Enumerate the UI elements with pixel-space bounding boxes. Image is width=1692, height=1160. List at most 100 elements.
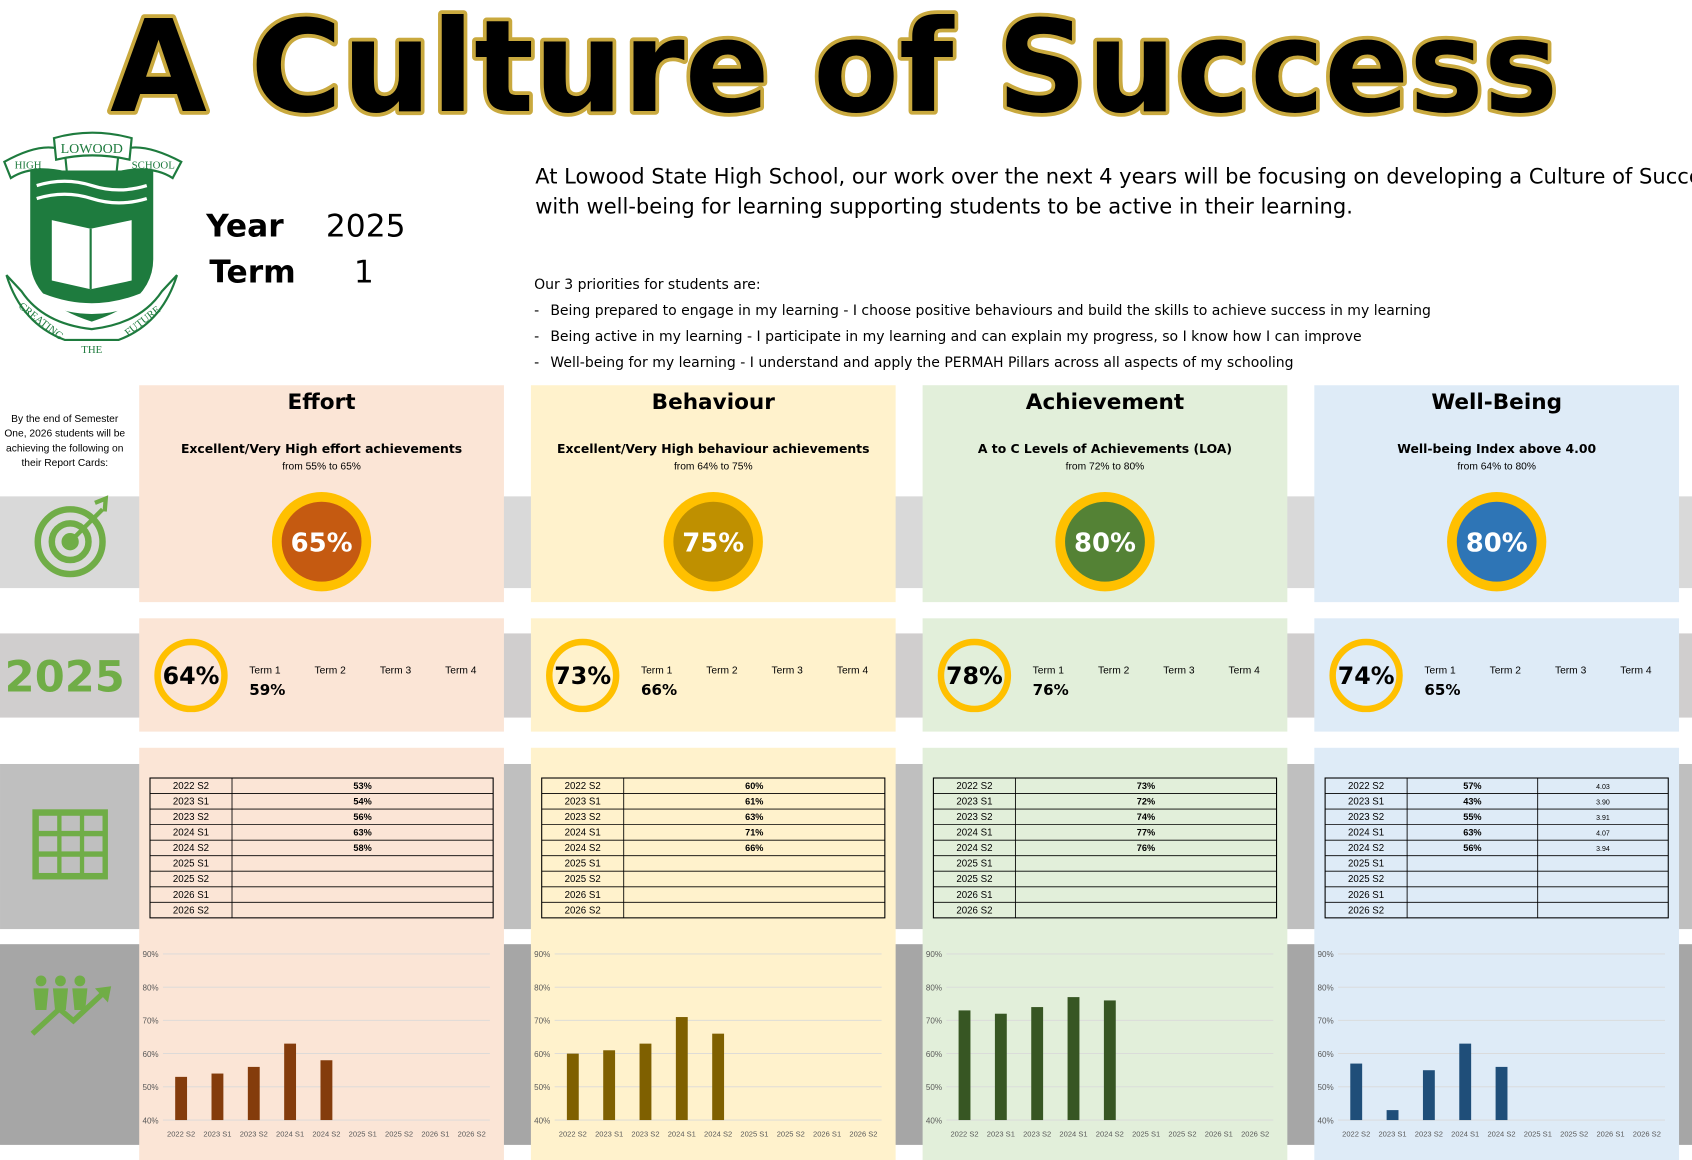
bar xyxy=(675,1017,688,1121)
target-disc xyxy=(1065,501,1145,582)
x-tick-label: 2023 S1 xyxy=(595,1129,623,1138)
term-value: 66% xyxy=(641,681,677,699)
table-cell: 61% xyxy=(745,797,763,807)
goal: Excellent/Very High effort achievements xyxy=(181,441,462,456)
y-tick-label: 70% xyxy=(534,1017,550,1026)
table-cell: 2023 S1 xyxy=(565,797,601,808)
y-tick-label: 90% xyxy=(534,950,550,959)
bar xyxy=(1031,1007,1044,1121)
term-label: Term 1 xyxy=(1033,665,1065,676)
table-cell: 2025 S2 xyxy=(1348,874,1384,885)
y-tick-label: 40% xyxy=(534,1116,550,1125)
table-border xyxy=(1324,777,1669,919)
table-cell: 77% xyxy=(1137,828,1155,838)
panel-middle xyxy=(139,618,504,732)
x-tick-label: 2023 S2 xyxy=(240,1129,268,1138)
table-cell: 2023 S2 xyxy=(956,812,992,823)
y-tick-label: 70% xyxy=(1318,1017,1334,1026)
x-tick-label: 2026 S2 xyxy=(458,1129,486,1138)
table-border xyxy=(541,777,886,919)
panel-middle xyxy=(530,618,896,732)
page-title: A Culture of Success xyxy=(110,0,1558,142)
table-cell: 56% xyxy=(353,812,371,822)
bar xyxy=(1422,1070,1435,1121)
goal-range: from 72% to 80% xyxy=(1066,461,1145,472)
bar xyxy=(1495,1066,1508,1121)
term-label: Term 3 xyxy=(380,665,412,676)
y-tick-label: 80% xyxy=(142,983,158,992)
term-label: Term 2 xyxy=(706,665,738,676)
priority: Being active in my learning - I particip… xyxy=(550,329,1361,345)
table-cell: 2026 S1 xyxy=(173,890,209,901)
year-banner: 2025 xyxy=(5,653,125,703)
term-label: Term 2 xyxy=(1490,665,1522,676)
table-cell: 2026 S2 xyxy=(173,905,209,916)
bar xyxy=(1459,1043,1472,1121)
table-cell: 4.07 xyxy=(1596,831,1610,838)
table-cell: 2024 S1 xyxy=(1348,828,1384,839)
target-icon xyxy=(34,495,109,578)
intro-line: At Lowood State High School, our work ov… xyxy=(535,163,1692,188)
side-note-line: One, 2026 students will be xyxy=(4,429,125,440)
y-tick-label: 60% xyxy=(142,1050,158,1059)
y-tick-label: 60% xyxy=(926,1050,942,1059)
table-cell: 2023 S1 xyxy=(956,797,992,808)
side-note-line: their Report Cards: xyxy=(21,458,108,469)
target-value: 80% xyxy=(1074,528,1136,558)
y-tick-label: 90% xyxy=(1318,950,1334,959)
table-cell: 2022 S2 xyxy=(956,781,992,792)
y-tick-label: 40% xyxy=(142,1116,158,1125)
goal: A to C Levels of Achievements (LOA) xyxy=(978,441,1232,456)
table-cell: 60% xyxy=(745,781,763,791)
y-tick-label: 70% xyxy=(926,1017,942,1026)
table-cell: 2026 S2 xyxy=(565,905,601,916)
goal-range: from 64% to 80% xyxy=(1457,461,1536,472)
x-tick-label: 2026 S1 xyxy=(421,1129,449,1138)
y-tick-label: 60% xyxy=(1318,1050,1334,1059)
table-cell: 2024 S2 xyxy=(1348,843,1384,854)
term-label: Term 4 xyxy=(1620,665,1652,676)
y-tick-label: 40% xyxy=(926,1116,942,1125)
table-cell: 74% xyxy=(1137,812,1155,822)
y-tick-label: 50% xyxy=(534,1083,550,1092)
table-cell: 72% xyxy=(1137,797,1155,807)
table-cell: 3.94 xyxy=(1596,846,1610,853)
x-tick-label: 2026 S1 xyxy=(813,1129,841,1138)
table-cell: 2026 S1 xyxy=(565,890,601,901)
goal: Well-being Index above 4.00 xyxy=(1397,441,1596,456)
side-note-line: By the end of Semester xyxy=(11,414,119,425)
target-disc xyxy=(673,501,754,582)
panel-title: Well-Being xyxy=(1431,390,1562,415)
x-tick-label: 2025 S2 xyxy=(385,1129,413,1138)
bar xyxy=(1103,1000,1116,1121)
table-cell: 2025 S2 xyxy=(565,874,601,885)
bar xyxy=(211,1073,224,1121)
y-tick-label: 80% xyxy=(926,983,942,992)
panel-title: Behaviour xyxy=(652,390,776,415)
bar xyxy=(320,1060,333,1121)
growth-icon xyxy=(30,975,112,1036)
priority: Being prepared to engage in my learning … xyxy=(550,303,1431,319)
target-disc xyxy=(281,501,362,582)
term-value: 59% xyxy=(249,681,285,699)
bar xyxy=(1350,1063,1363,1121)
bullet-dash: - xyxy=(534,329,539,345)
table-cell: 2025 S1 xyxy=(1348,859,1384,870)
term-label: Term 4 xyxy=(1229,665,1261,676)
bullet-dash: - xyxy=(534,355,539,371)
y-tick-label: 50% xyxy=(142,1083,158,1092)
table-cell: 2023 S2 xyxy=(1348,812,1384,823)
logo-text: SCHOOL xyxy=(132,159,175,171)
x-tick-label: 2024 S2 xyxy=(704,1129,732,1138)
side-note-line: achieving the following on xyxy=(6,443,124,454)
x-tick-label: 2026 S2 xyxy=(1241,1129,1269,1138)
table-cell: 2024 S1 xyxy=(956,828,992,839)
table-cell: 43% xyxy=(1463,797,1481,807)
x-tick-label: 2025 S1 xyxy=(740,1129,768,1138)
table-cell: 2026 S1 xyxy=(956,890,992,901)
table-cell: 4.03 xyxy=(1596,784,1610,791)
x-tick-label: 2026 S1 xyxy=(1205,1129,1233,1138)
priority: Well-being for my learning - I understan… xyxy=(550,355,1293,371)
x-tick-label: 2025 S2 xyxy=(1168,1129,1196,1138)
term-value: 1 xyxy=(354,255,374,291)
